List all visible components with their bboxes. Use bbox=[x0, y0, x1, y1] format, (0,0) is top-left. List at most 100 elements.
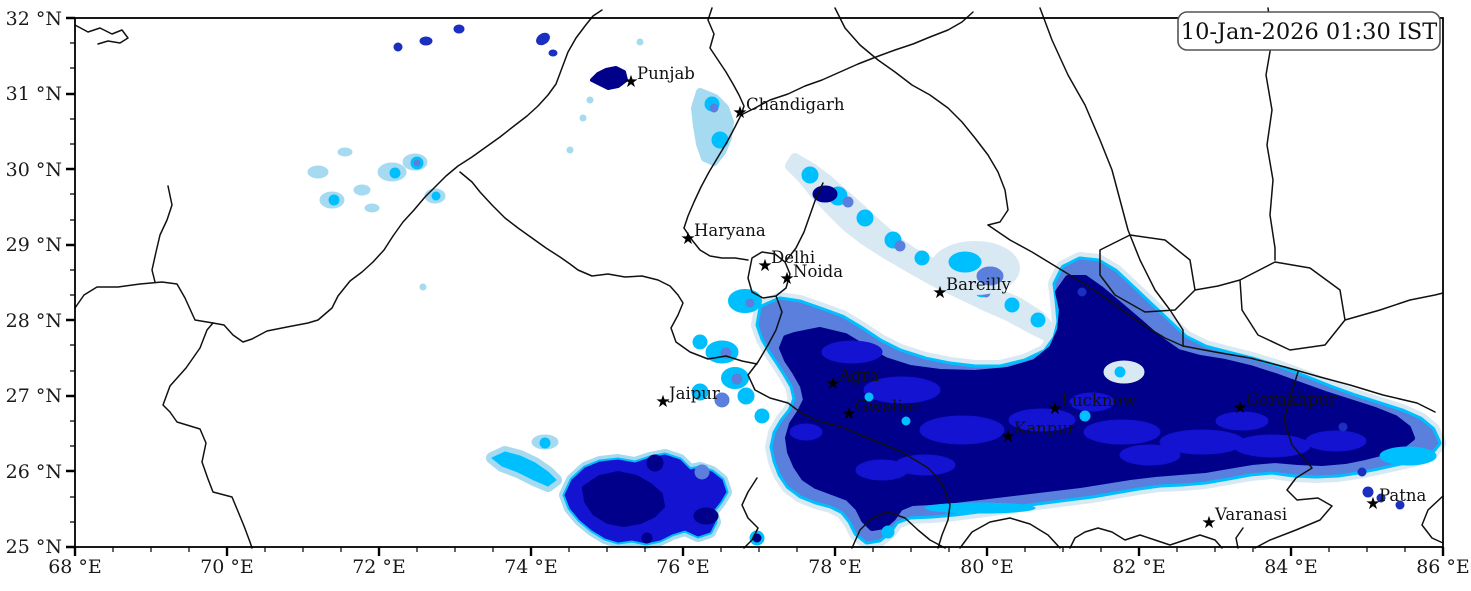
boundary-line bbox=[1235, 527, 1244, 549]
fog-region bbox=[894, 240, 906, 252]
boundary-line bbox=[74, 24, 129, 45]
city-label: Chandigarh bbox=[746, 95, 845, 114]
fog-region bbox=[709, 103, 719, 113]
city-label: Jaipur bbox=[667, 384, 720, 403]
fog-region bbox=[582, 471, 665, 527]
city-star-icon: ★ bbox=[841, 404, 856, 424]
fog-region bbox=[737, 387, 755, 405]
city-star-icon: ★ bbox=[623, 72, 638, 92]
fog-region bbox=[491, 451, 557, 487]
city-kanpur: ★ Kanpur bbox=[1000, 419, 1076, 447]
city-star-icon: ★ bbox=[1047, 399, 1062, 419]
fog-region bbox=[948, 251, 982, 273]
fog-region bbox=[691, 383, 709, 401]
boundary-line bbox=[74, 281, 214, 324]
fog-region bbox=[636, 38, 644, 46]
y-tick-label: 31 °N bbox=[6, 83, 62, 105]
city-label: Haryana bbox=[694, 221, 766, 240]
fog-region bbox=[976, 266, 1004, 286]
city-label: Bareilly bbox=[946, 275, 1011, 294]
fog-region bbox=[419, 283, 427, 291]
fog-region bbox=[801, 166, 819, 184]
y-minor-ticks bbox=[70, 42, 75, 523]
fog-region bbox=[413, 159, 421, 167]
x-tick-label: 84 °E bbox=[1264, 556, 1318, 578]
axis-ticks bbox=[66, 16, 1445, 556]
timestamp-frame bbox=[1177, 11, 1441, 51]
boundary-line bbox=[1069, 527, 1223, 549]
city-label: Kanpur bbox=[1014, 419, 1076, 438]
fog-region bbox=[1077, 287, 1087, 297]
fog-region bbox=[566, 146, 574, 154]
fog-region bbox=[856, 209, 874, 227]
fog-region bbox=[728, 289, 762, 313]
city-star-icon: ★ bbox=[779, 269, 794, 289]
city-gwalior: ★ Gwalior bbox=[841, 397, 920, 424]
city-star-icon: ★ bbox=[680, 229, 695, 249]
fog-region bbox=[1083, 419, 1161, 445]
y-tick-label: 26 °N bbox=[6, 461, 62, 483]
city-haryana: ★ Haryana bbox=[680, 221, 766, 249]
fog-region bbox=[919, 415, 1005, 445]
city-delhi: ★ Delhi bbox=[757, 248, 815, 276]
fog-region bbox=[1008, 408, 1076, 432]
fog-region bbox=[914, 250, 930, 266]
boundary-line bbox=[1344, 292, 1444, 321]
city-label: Agra bbox=[838, 366, 879, 385]
fog-region bbox=[646, 454, 664, 472]
fog-region bbox=[1357, 467, 1367, 477]
fog-region bbox=[714, 392, 730, 408]
fog-region bbox=[353, 184, 371, 196]
fog-region bbox=[692, 334, 708, 350]
city-varanasi: ★ Varanasi bbox=[1201, 505, 1287, 533]
fog-region bbox=[579, 114, 587, 122]
x-minor-ticks bbox=[112, 547, 1406, 552]
x-tick-label: 74 °E bbox=[504, 556, 558, 578]
x-major-ticks bbox=[73, 547, 1445, 556]
fog-region bbox=[694, 464, 710, 480]
boundary-line bbox=[151, 185, 173, 283]
fog-region bbox=[731, 373, 743, 385]
fog-region bbox=[745, 298, 755, 308]
city-patna: ★ Patna bbox=[1365, 486, 1426, 514]
fog-region bbox=[536, 32, 550, 46]
boundary-line bbox=[1194, 261, 1346, 351]
boundary-line bbox=[747, 295, 951, 549]
city-bareilly: ★ Bareilly bbox=[932, 275, 1011, 303]
fog-region bbox=[693, 507, 719, 525]
y-tick-label: 25 °N bbox=[6, 536, 62, 558]
fog-region bbox=[1379, 446, 1437, 466]
fog-region bbox=[1215, 411, 1269, 431]
fog-region bbox=[720, 347, 732, 359]
x-tick-label: 78 °E bbox=[808, 556, 862, 578]
y-major-ticks bbox=[66, 16, 75, 549]
boundary-line bbox=[987, 224, 1436, 413]
fog-region bbox=[789, 423, 823, 441]
x-tick-label: 76 °E bbox=[656, 556, 710, 578]
boundary-line bbox=[459, 171, 758, 365]
fog-region bbox=[864, 392, 874, 402]
y-tick-label: 27 °N bbox=[6, 385, 62, 407]
city-star-icon: ★ bbox=[1000, 427, 1015, 447]
timestamp-box: 10-Jan-2026 01:30 IST bbox=[1177, 11, 1441, 51]
fog-region bbox=[328, 194, 340, 206]
y-tick-label: 30 °N bbox=[6, 159, 62, 181]
boundary-line bbox=[741, 477, 759, 549]
fog-region bbox=[842, 196, 854, 208]
fog-region bbox=[590, 66, 628, 90]
fog-region bbox=[364, 203, 380, 213]
boundary-line bbox=[1099, 234, 1196, 313]
fog-region bbox=[431, 191, 441, 201]
city-label: Lucknow bbox=[1061, 391, 1137, 410]
boundary-line bbox=[683, 227, 749, 261]
fog-region bbox=[539, 437, 551, 449]
city-punjab: ★ Punjab bbox=[623, 64, 695, 92]
city-markers: ★ Punjab ★ Chandigarh ★ Haryana ★ Delhi … bbox=[623, 64, 1426, 533]
fog-region bbox=[1069, 392, 1115, 412]
city-label: Delhi bbox=[771, 248, 815, 267]
fog-region bbox=[881, 525, 895, 539]
city-star-icon: ★ bbox=[757, 256, 772, 276]
fog-region bbox=[1362, 486, 1374, 498]
x-tick-label: 68 °E bbox=[48, 556, 102, 578]
